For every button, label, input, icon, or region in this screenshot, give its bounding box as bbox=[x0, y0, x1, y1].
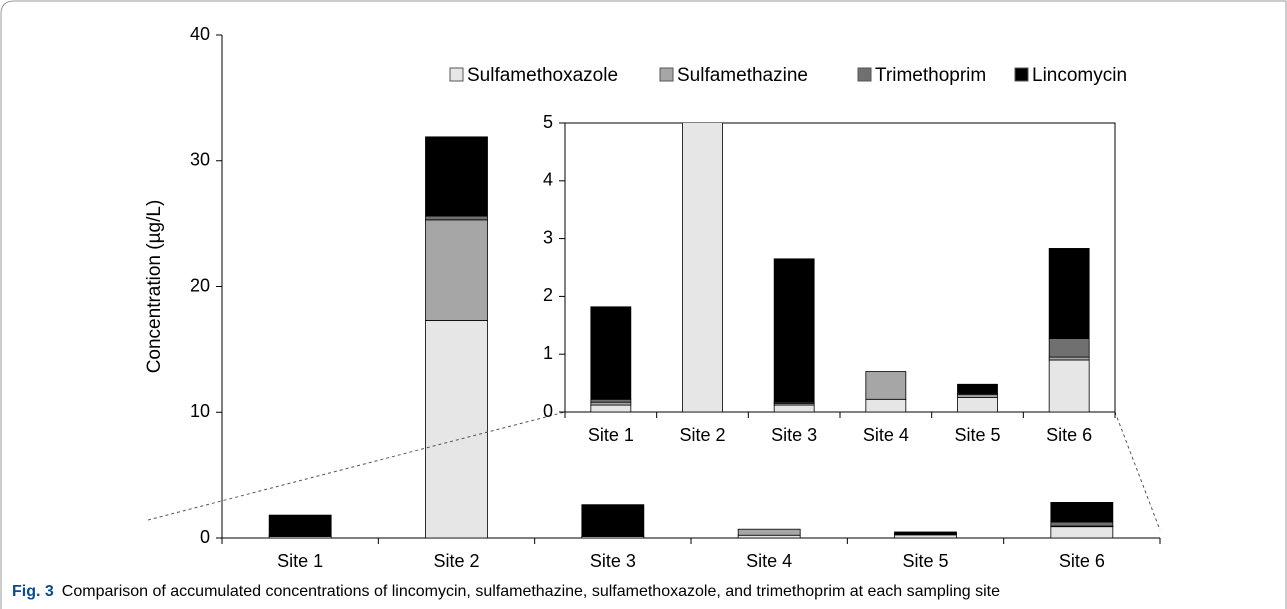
y-tick-label: 5 bbox=[543, 112, 553, 132]
bar-segment bbox=[590, 306, 632, 400]
x-tick-label: Site 1 bbox=[277, 551, 323, 571]
x-tick-label: Site 1 bbox=[588, 425, 634, 445]
bars bbox=[268, 136, 1114, 539]
bars bbox=[590, 123, 1090, 412]
bar-segment bbox=[894, 531, 957, 535]
x-tick-label: Site 4 bbox=[863, 425, 909, 445]
x-tick-label: Site 6 bbox=[1059, 551, 1105, 571]
x-tick-label: Site 3 bbox=[590, 551, 636, 571]
bar-segment bbox=[1048, 359, 1090, 412]
bar-segment bbox=[957, 397, 998, 412]
bar-segment bbox=[425, 215, 488, 221]
y-axis-label: Concentration (µg/L) bbox=[144, 200, 165, 374]
legend-label: Sulfamethoxazole bbox=[467, 65, 618, 86]
y-tick-label: 40 bbox=[190, 24, 210, 44]
y-tick-label: 4 bbox=[543, 170, 553, 190]
bar-segment bbox=[425, 136, 488, 217]
caption-label: Fig. 3 bbox=[12, 583, 54, 600]
legend-swatch bbox=[1014, 67, 1029, 82]
bar-segment bbox=[682, 123, 723, 412]
bar-segment bbox=[425, 320, 488, 539]
bar-segment bbox=[957, 394, 998, 398]
bar-segment bbox=[1048, 248, 1090, 339]
bar-segment bbox=[737, 534, 801, 539]
bar-segment bbox=[590, 398, 632, 403]
inset-chart: 0 1 2 3 4 5 Site 1 Site 2 Site 3 Site 4 Site 5 Site… bbox=[543, 112, 1116, 445]
y-tick-label: 3 bbox=[543, 227, 553, 247]
bar-segment bbox=[737, 528, 801, 536]
x-tick-label: Site 2 bbox=[433, 551, 479, 571]
bar-segment bbox=[1050, 502, 1114, 523]
x-tick-label: Site 6 bbox=[1046, 425, 1092, 445]
bar-segment bbox=[590, 404, 632, 412]
y-tick-label: 2 bbox=[543, 285, 553, 305]
x-tick-label: Site 5 bbox=[954, 425, 1000, 445]
legend-swatch bbox=[449, 67, 464, 82]
y-tick-label: 0 bbox=[200, 527, 210, 547]
y-tick-label: 30 bbox=[190, 150, 210, 170]
x-tick-label: Site 4 bbox=[746, 551, 792, 571]
x-tick-label: Site 5 bbox=[902, 551, 948, 571]
bar-segment bbox=[425, 219, 488, 321]
bar-segment bbox=[1050, 526, 1114, 539]
bar-segment bbox=[865, 371, 907, 400]
caption: Fig. 3 Comparison of accumulated concentr… bbox=[12, 583, 1000, 600]
y-tick-label: 1 bbox=[543, 343, 553, 363]
bar-segment bbox=[865, 398, 907, 412]
y-tick-label: 10 bbox=[190, 401, 210, 421]
bar-segment bbox=[773, 258, 815, 403]
zoom-line bbox=[147, 411, 566, 521]
bar-segment bbox=[268, 514, 332, 536]
caption-text: Comparison of accumulated concentrations… bbox=[62, 583, 1000, 600]
bar-segment bbox=[1050, 521, 1114, 527]
bar-segment bbox=[1048, 338, 1090, 358]
bar-segment bbox=[590, 401, 632, 406]
y-tick-label: 20 bbox=[190, 275, 210, 295]
x-tick-label: Site 2 bbox=[679, 425, 725, 445]
legend-swatch bbox=[857, 67, 872, 82]
bar-segment bbox=[894, 534, 957, 539]
inset-background bbox=[564, 122, 1116, 413]
legend-label: Sulfamethazine bbox=[677, 65, 808, 86]
legend-label: Lincomycin bbox=[1032, 65, 1127, 86]
bar-segment bbox=[773, 404, 815, 412]
bar-segment bbox=[1048, 356, 1090, 361]
y-tick-label: 0 bbox=[543, 401, 553, 421]
bar-segment bbox=[581, 504, 645, 537]
zoom-line bbox=[1114, 411, 1161, 531]
bar-segment bbox=[957, 383, 998, 394]
legend-label: Trimethoprim bbox=[875, 65, 986, 86]
legend-swatch bbox=[659, 67, 674, 82]
x-tick-label: Site 3 bbox=[771, 425, 817, 445]
